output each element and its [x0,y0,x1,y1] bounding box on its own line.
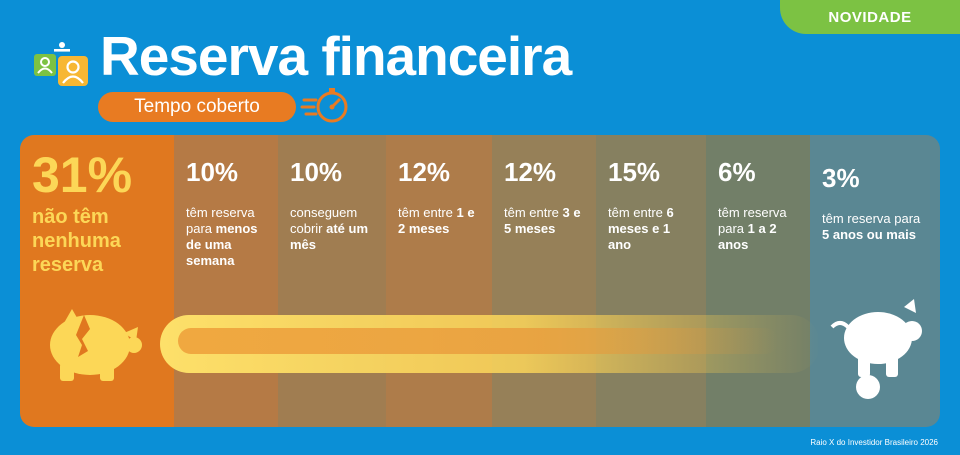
page-title: Reserva financeira [100,25,572,87]
stopwatch-icon [300,88,348,123]
column-5-anos-mais: 3% têm reserva para 5 anos ou mais [810,135,940,427]
column-6-meses-1-ano: 15% têm entre 6 meses e 1 ano [596,135,706,427]
value-label: 6% [718,157,756,187]
desc-text: têm reserva para [186,205,255,236]
people-cards-icon [34,42,88,86]
value-label: 3% [822,163,860,193]
desc-bold: menos de uma semana [186,221,258,268]
column-nenhuma-reserva: 31% não têm nenhuma reserva [20,135,174,427]
desc-bold: até um mês [290,221,369,252]
novidade-badge: NOVIDADE [780,0,960,34]
desc-bold: 6 meses e 1 ano [608,205,674,252]
column-1-2-anos: 6% têm reserva para 1 a 2 anos [706,135,810,427]
value-label: 10% [290,157,343,187]
category-label: têm reserva para menos de uma semana [186,205,268,269]
category-label: têm entre 3 e 5 meses [504,205,586,237]
desc-bold: 1 e 2 meses [398,205,475,236]
desc-text: têm reserva para [718,205,787,236]
category-label: não têm nenhuma reserva [32,206,121,276]
desc-text: têm entre [398,205,457,220]
desc-text: têm entre [608,205,667,220]
category-label: têm entre 6 meses e 1 ano [608,205,696,253]
value-label: 12% [504,157,557,187]
category-label: têm reserva para 5 anos ou mais [822,211,930,243]
desc-text: têm entre [504,205,563,220]
column-3-5-meses: 12% têm entre 3 e 5 meses [492,135,596,427]
desc-bold: 5 anos ou mais [822,227,916,242]
desc-bold: 1 a 2 anos [718,221,777,252]
desc-text: conseguem cobrir [290,205,358,236]
value-label: 31% [32,147,133,203]
chart-panel: 31% não têm nenhuma reserva 10% têm rese… [20,135,940,427]
category-label: têm reserva para 1 a 2 anos [718,205,800,253]
value-label: 10% [186,157,239,187]
column-ate-um-mes: 10% conseguem cobrir até um mês [278,135,386,427]
category-label: conseguem cobrir até um mês [290,205,376,253]
value-label: 12% [398,157,451,187]
source-footer: Raio X do Investidor Brasileiro 2026 [810,438,938,447]
column-1-2-meses: 12% têm entre 1 e 2 meses [386,135,492,427]
desc-text: têm reserva para [822,211,921,226]
desc-bold: 3 e 5 meses [504,205,581,236]
column-menos-semana: 10% têm reserva para menos de uma semana [174,135,278,427]
value-label: 15% [608,157,661,187]
category-label: têm entre 1 e 2 meses [398,205,482,237]
subtitle-pill: Tempo coberto [98,92,296,122]
